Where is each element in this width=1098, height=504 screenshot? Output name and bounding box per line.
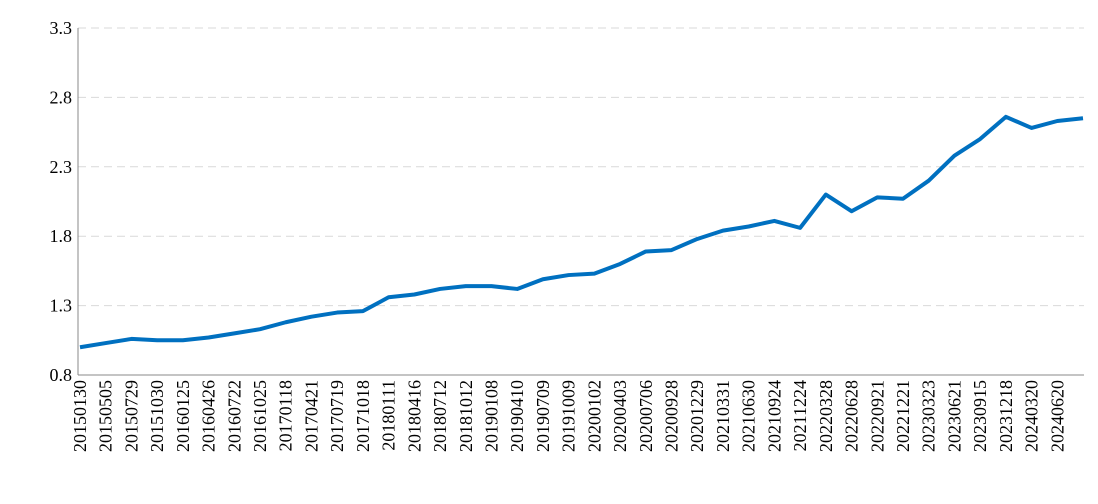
x-tick-label: 20180712 [430,380,450,452]
y-tick-label: 2.8 [50,87,73,107]
x-tick-label: 20210331 [713,380,733,452]
x-tick-label: 20150505 [96,380,116,452]
y-tick-label: 3.3 [50,18,73,38]
x-tick-label: 20220328 [816,380,836,452]
x-tick-label: 20190709 [533,380,553,452]
x-tick-label: 20200928 [662,380,682,452]
y-tick-label: 1.8 [50,226,73,246]
data-line [79,114,1084,350]
x-tick-label: 20170421 [301,380,321,452]
y-tick-label: 1.3 [50,296,73,316]
x-tick-label: 20200102 [584,380,604,452]
x-tick-label: 20200706 [636,380,656,452]
x-tick-label: 20171018 [353,380,373,452]
x-tick-label: 20161025 [250,380,270,452]
x-tick-label: 20190108 [481,380,501,452]
x-tick-label: 20221221 [893,380,913,452]
x-tick-label: 20220921 [867,380,887,452]
x-tick-label: 20180416 [404,380,424,452]
x-tick-label: 20160722 [224,380,244,452]
x-tick-label: 20180111 [379,380,399,451]
x-tick-label: 20210630 [739,380,759,452]
x-tick-label: 20181012 [456,380,476,452]
x-tick-label: 20151030 [147,380,167,452]
x-tick-label: 20230621 [944,380,964,452]
y-tick-label: 0.8 [50,365,73,385]
x-tick-label: 20150729 [121,380,141,452]
x-tick-label: 20240620 [1047,380,1067,452]
x-tick-label: 20200403 [610,380,630,452]
x-tick-label: 20230323 [919,380,939,452]
x-tick-label: 20230915 [970,380,990,452]
y-tick-label: 2.3 [50,157,73,177]
x-tick-label: 20201229 [687,380,707,452]
x-tick-label: 20191009 [559,380,579,452]
x-tick-label: 20220628 [842,380,862,452]
x-tick-label: 20190410 [507,380,527,452]
x-tick-label: 20160426 [199,380,219,452]
x-tick-label: 20210924 [764,380,784,452]
x-tick-label: 20170118 [276,380,296,451]
x-tick-label: 20150130 [70,380,90,452]
x-tick-label: 20211224 [790,380,810,451]
x-tick-label: 20231218 [996,380,1016,452]
x-tick-label: 20240320 [1022,380,1042,452]
x-tick-label: 20160125 [173,380,193,452]
x-tick-label: 20170719 [327,380,347,452]
